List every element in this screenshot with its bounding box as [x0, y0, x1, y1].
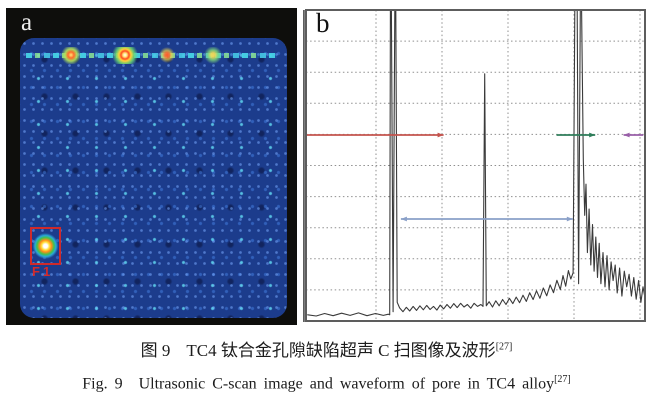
caption-english: Fig. 9 Ultrasonic C-scan image and wavefo… — [0, 374, 653, 393]
caption-en-text: Ultrasonic C-scan image and waveform of … — [138, 375, 555, 393]
red-gate-arrow — [437, 132, 444, 138]
grid-lines — [306, 10, 645, 321]
caption-zh-text: TC4 钛合金孔隙缺陷超声 C 扫图像及波形 — [186, 341, 496, 360]
waveform-trace — [307, 9, 646, 317]
caption-zh-number: 图 9 — [140, 341, 171, 360]
waveform-plot — [303, 9, 646, 322]
plot-border — [305, 9, 646, 322]
gate-lines — [306, 132, 644, 222]
caption-chinese: 图 9 TC4 钛合金孔隙缺陷超声 C 扫图像及波形[27] — [0, 336, 653, 361]
caption-en-ref: [27] — [554, 374, 571, 385]
caption-en-number: Fig. 9 — [82, 375, 123, 393]
panel-a-label: a — [21, 9, 33, 36]
blue-measurement-line-arrow — [566, 216, 573, 222]
blue-measurement-line-arrow — [400, 216, 407, 222]
defect-hotspot — [32, 229, 59, 263]
cscan-panel: a F1 — [6, 8, 297, 325]
cscan-image: F1 — [20, 38, 287, 318]
caption-zh-ref: [27] — [495, 341, 513, 353]
porosity-line-indication — [26, 47, 277, 64]
defect-marker-box — [30, 227, 61, 265]
green-gate-arrow — [589, 132, 596, 138]
panel-b-label: b — [316, 8, 330, 38]
magenta-gate-arrow — [623, 132, 630, 138]
defect-marker-label: F1 — [32, 264, 54, 279]
